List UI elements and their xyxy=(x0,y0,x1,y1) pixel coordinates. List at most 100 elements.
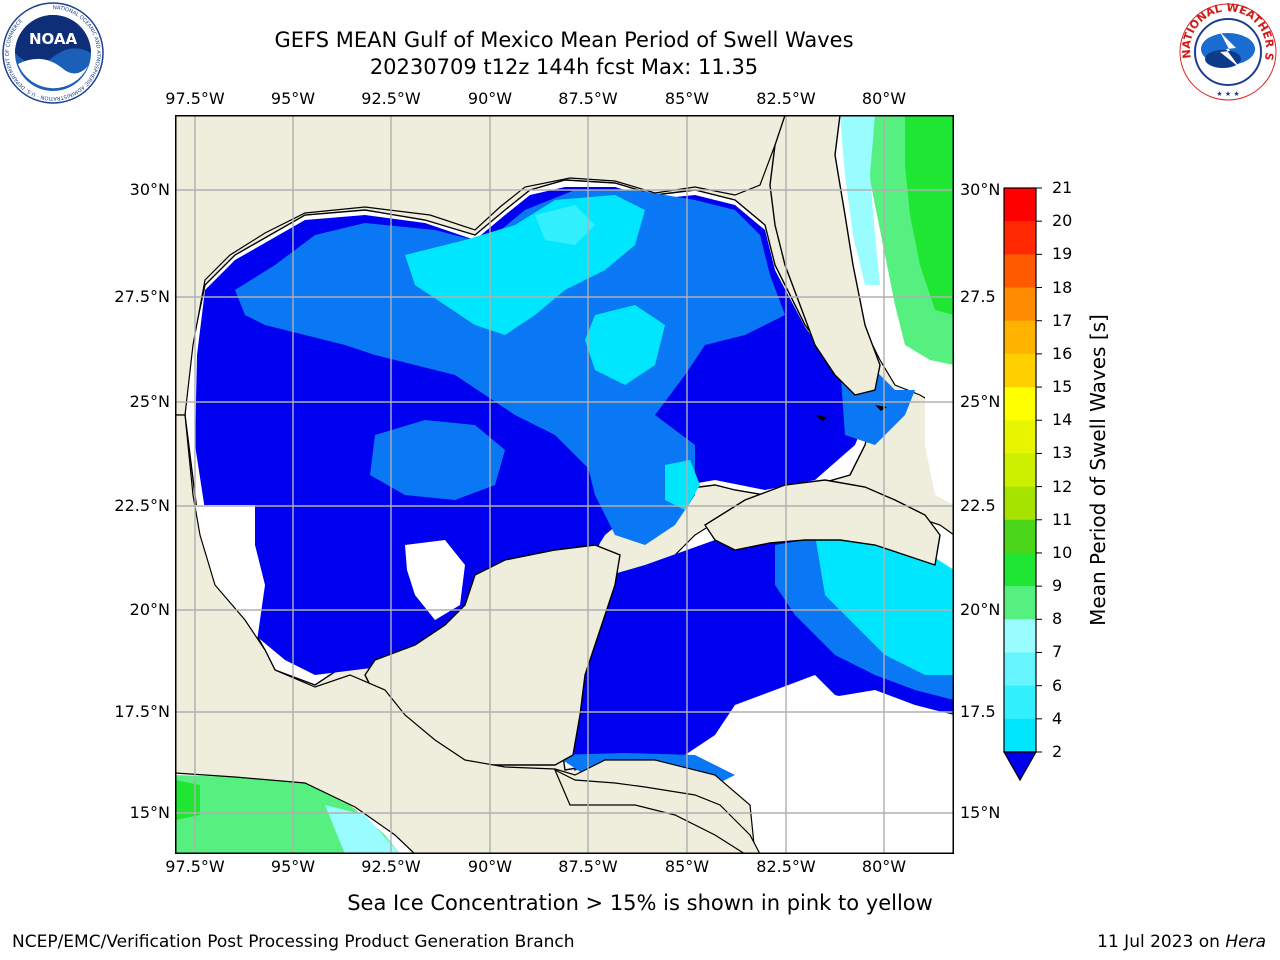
lat-label-left: 22.5°N xyxy=(114,496,170,515)
colorbar-tick-label: 15 xyxy=(1052,377,1073,397)
colorbar-segment xyxy=(1004,718,1036,753)
swell-field-6s xyxy=(665,460,700,510)
colorbar-segment xyxy=(1004,353,1036,388)
swell-field-atlantic xyxy=(905,115,954,315)
colorbar-segment xyxy=(1004,320,1036,355)
lon-label-top: 95°W xyxy=(270,89,316,108)
map-canvas xyxy=(175,115,954,854)
colorbar-tick-label: 18 xyxy=(1052,277,1073,297)
lon-label-bottom: 97.5°W xyxy=(165,857,225,876)
no-data-patch xyxy=(925,395,954,505)
lat-label-left: 27.5°N xyxy=(114,287,170,306)
colorbar-tick-label: 7 xyxy=(1052,642,1063,662)
lon-label-bottom: 95°W xyxy=(270,857,316,876)
credit-date-text: 11 Jul 2023 on xyxy=(1097,932,1226,952)
colorbar-segment xyxy=(1004,453,1036,488)
colorbar-tick-label: 10 xyxy=(1052,542,1073,562)
lon-label-top: 87.5°W xyxy=(558,89,618,108)
swell-field-4s xyxy=(585,415,695,545)
lat-label-left: 17.5°N xyxy=(114,702,170,721)
lat-label-left: 15°N xyxy=(129,803,170,822)
colorbar-tick-label: 19 xyxy=(1052,244,1073,264)
lat-label-left: 30°N xyxy=(129,180,170,199)
lat-label-right: 20°N xyxy=(960,600,1001,619)
lat-label-right: 25°N xyxy=(960,392,1001,411)
florida-land xyxy=(769,115,881,396)
colorbar-tick-label: 12 xyxy=(1052,476,1073,496)
colorbar-tick-label: 20 xyxy=(1052,211,1073,231)
chart-subtitle: 20230709 t12z 144h fcst Max: 11.35 xyxy=(369,55,759,79)
colorbar-tick-label: 11 xyxy=(1052,509,1073,529)
swell-field-atlantic xyxy=(840,115,880,285)
map-border xyxy=(175,115,954,854)
map-panel xyxy=(175,115,954,854)
chart-title: GEFS MEAN Gulf of Mexico Mean Period of … xyxy=(274,28,854,52)
lon-label-bottom: 80°W xyxy=(861,857,907,876)
colorbar-tick-label: 16 xyxy=(1052,343,1073,363)
colorbar-segment xyxy=(1004,519,1036,554)
sea-ice-note: Sea Ice Concentration > 15% is shown in … xyxy=(0,891,1280,915)
sea-ice-note-text: Sea Ice Concentration > 15% is shown in … xyxy=(347,891,933,915)
colorbar-segment xyxy=(1004,685,1036,720)
colorbar-segment xyxy=(1004,387,1036,421)
mexico-west-land xyxy=(175,414,756,854)
colorbar-tick-label: 4 xyxy=(1052,708,1063,728)
lon-label-top: 80°W xyxy=(861,89,907,108)
lat-label-right: 17.5 xyxy=(960,702,996,721)
lon-label-top: 82.5°W xyxy=(756,89,816,108)
lat-label-left: 20°N xyxy=(129,600,170,619)
lat-label-left: 25°N xyxy=(129,392,170,411)
lon-label-top: 90°W xyxy=(467,89,513,108)
colorbar-segment xyxy=(1004,254,1036,289)
credit-branch: NCEP/EMC/Verification Post Processing Pr… xyxy=(12,932,575,952)
swell-field-4s xyxy=(370,420,505,500)
graticule xyxy=(175,115,954,854)
colorbar-tick-label: 13 xyxy=(1052,443,1073,463)
colorbar-segment xyxy=(1004,420,1036,454)
colorbar-segment xyxy=(1004,188,1036,222)
noaa-logo-text: NOAA xyxy=(29,30,78,48)
colorbar xyxy=(1002,187,1042,782)
cuba-land xyxy=(704,479,941,566)
swell-field-6s xyxy=(535,205,595,245)
colorbar-frame xyxy=(1003,187,1037,753)
colorbar-segment xyxy=(1004,221,1036,255)
lon-label-top: 97.5°W xyxy=(165,89,225,108)
credit-host: Hera xyxy=(1225,932,1266,952)
swell-field-pacific xyxy=(325,805,400,854)
no-data-patch xyxy=(195,505,265,655)
colorbar-tick-label: 2 xyxy=(1052,742,1063,761)
colorbar-segment xyxy=(1004,287,1036,322)
nws-logo: NATIONAL WEATHER SERVICE ★ ★ ★ xyxy=(1172,0,1280,102)
lat-label-right: 22.5 xyxy=(960,496,996,515)
lon-label-bottom: 90°W xyxy=(467,857,513,876)
lat-label-right: 30°N xyxy=(960,180,1001,199)
colorbar-segment xyxy=(1004,486,1036,521)
colorbar-tick-label: 17 xyxy=(1052,310,1073,330)
no-data-patch xyxy=(405,540,465,620)
colorbar-label: Mean Period of Swell Waves [s] xyxy=(1086,314,1110,626)
credit-date: 11 Jul 2023 on Hera xyxy=(1097,932,1266,952)
colorbar-segment xyxy=(1004,586,1036,620)
colorbar-segment xyxy=(1004,619,1036,653)
colorbar-tick-label: 14 xyxy=(1052,410,1073,430)
lon-label-bottom: 92.5°W xyxy=(361,857,421,876)
noaa-logo: NOAA NATIONAL OCEANIC AND ATMOSPHERIC AD… xyxy=(2,2,104,104)
swell-field-4s xyxy=(235,190,785,475)
swell-field-pacific xyxy=(175,780,200,820)
lat-label-right: 15°N xyxy=(960,803,1001,822)
colorbar-tick-label: 21 xyxy=(1052,178,1073,197)
lon-label-bottom: 85°W xyxy=(664,857,710,876)
lon-label-bottom: 82.5°W xyxy=(756,857,816,876)
bahamas-land xyxy=(815,405,887,421)
svg-text:★ ★ ★: ★ ★ ★ xyxy=(1216,90,1239,98)
central-america-land xyxy=(553,768,761,854)
lon-label-top: 85°W xyxy=(664,89,710,108)
colorbar-segment xyxy=(1004,552,1036,587)
colorbar-tick-label: 9 xyxy=(1052,576,1063,596)
swell-field-6s xyxy=(585,305,665,385)
colorbar-tick-label: 6 xyxy=(1052,675,1063,695)
colorbar-tick-label: 8 xyxy=(1052,609,1063,629)
colorbar-extend-arrow xyxy=(1002,751,1038,782)
yucatan-land xyxy=(364,544,621,766)
